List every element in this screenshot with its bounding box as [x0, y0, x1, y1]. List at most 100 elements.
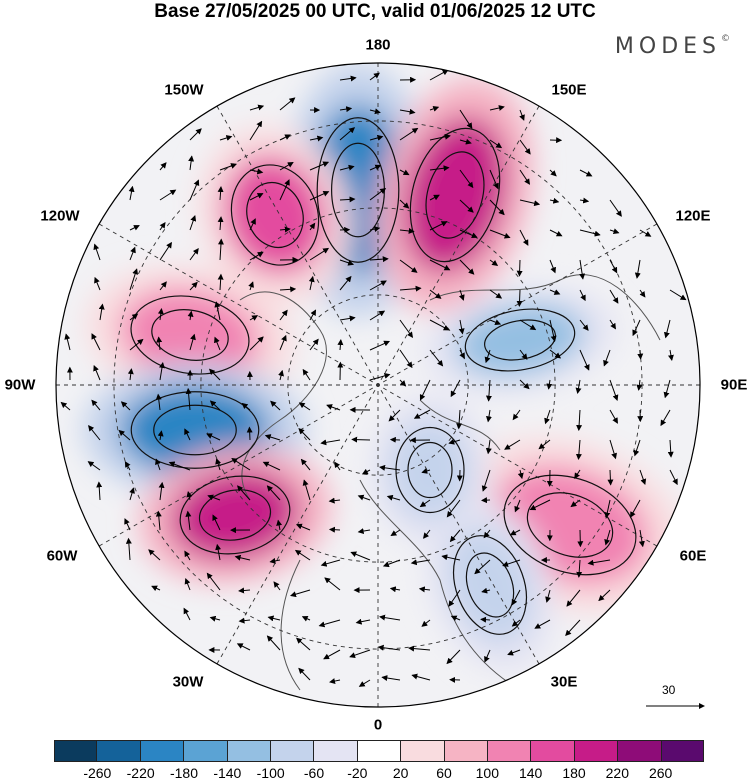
anomaly-high-alaska — [223, 156, 327, 274]
colorbar-tick-label: 260 — [648, 765, 673, 781]
wind-arrow — [399, 379, 407, 387]
colorbar-tick-label: 220 — [605, 765, 630, 781]
wind-arrow — [339, 259, 355, 266]
longitude-label-150e: 150E — [551, 81, 587, 99]
wind-arrow — [246, 426, 253, 441]
wind-arrow — [484, 349, 491, 364]
contour-line — [230, 164, 320, 266]
wind-arrow — [399, 319, 414, 339]
wind-arrow — [519, 229, 529, 246]
colorbar-tick-label: 180 — [562, 765, 586, 781]
wind-arrow — [576, 559, 583, 578]
wind-arrow — [334, 461, 341, 471]
wind-arrow — [156, 336, 163, 351]
wind-arrow — [159, 162, 167, 171]
colorbar-swatch — [574, 740, 619, 762]
wind-arrow — [660, 409, 671, 427]
wind-arrow — [129, 338, 144, 351]
wind-arrow — [266, 635, 281, 651]
wind-arrow — [423, 529, 431, 539]
wind-arrow — [663, 319, 671, 339]
wind-arrow — [639, 229, 652, 237]
wind-arrow — [458, 319, 465, 335]
wind-arrow — [450, 379, 461, 398]
wind-arrow — [339, 127, 356, 141]
wind-arrow — [459, 199, 474, 213]
wind-arrow — [480, 616, 491, 623]
wind-arrow — [639, 289, 646, 298]
wind-arrow — [96, 481, 103, 501]
wind-arrow — [576, 409, 583, 432]
colorbar-tick-label: 140 — [518, 765, 543, 781]
wind-arrow — [219, 135, 233, 141]
wind-arrow — [300, 458, 311, 471]
wind-arrow — [538, 439, 551, 450]
anomaly-high-atlantic — [170, 469, 300, 561]
wind-arrow — [185, 510, 192, 531]
wind-arrow — [93, 364, 101, 381]
wind-arrow — [358, 679, 371, 687]
wind-arrow — [212, 514, 221, 531]
wind-arrow — [159, 281, 167, 291]
wind-arrow — [421, 619, 431, 627]
wind-arrow — [189, 333, 196, 351]
wind-arrow — [369, 187, 387, 201]
wind-arrow — [579, 229, 601, 237]
wind-arrow — [209, 615, 221, 622]
wind-arrow — [549, 169, 557, 177]
wind-arrow — [214, 301, 221, 321]
wind-arrow — [350, 551, 371, 561]
wind-arrow — [64, 333, 71, 351]
wind-arrow — [489, 169, 499, 190]
wind-arrow — [489, 259, 499, 266]
wind-arrow — [419, 499, 431, 508]
wind-arrow — [129, 225, 140, 231]
wind-arrow — [489, 105, 505, 111]
contour-line — [130, 295, 250, 375]
wind-arrow — [399, 285, 422, 292]
wind-arrow — [369, 340, 391, 351]
wind-arrow — [667, 349, 674, 362]
wind-arrow — [357, 494, 371, 501]
wind-arrow — [357, 528, 371, 535]
wind-arrow — [118, 429, 131, 441]
colorbar-swatch — [357, 740, 402, 762]
wind-arrow — [279, 97, 296, 111]
colorbar-swatch — [184, 740, 228, 762]
wind-arrow — [504, 439, 521, 450]
wind-arrow — [481, 469, 491, 492]
wind-arrow — [249, 218, 256, 231]
wind-arrow — [634, 259, 641, 279]
wind-arrow — [328, 497, 341, 504]
wind-arrow — [339, 164, 355, 171]
wind-arrow — [238, 617, 251, 624]
wind-arrow — [429, 259, 451, 271]
wind-arrow — [249, 104, 265, 111]
wind-arrow — [448, 589, 461, 607]
wind-arrow — [159, 189, 177, 201]
wind-arrow — [507, 649, 521, 656]
wind-arrow — [408, 645, 431, 652]
wind-arrow — [351, 436, 371, 443]
wind-arrow — [241, 402, 251, 411]
wind-arrow — [184, 550, 191, 561]
wind-arrow — [516, 289, 523, 307]
wind-arrow — [129, 246, 136, 261]
wind-arrow — [484, 649, 491, 663]
colorbar-tick-label: 60 — [436, 765, 452, 781]
contour-line — [452, 535, 528, 635]
wind-arrow — [187, 310, 194, 321]
wind-arrow — [511, 589, 521, 606]
wind-arrow — [189, 281, 198, 291]
contour-line — [153, 404, 237, 456]
wind-arrow — [249, 315, 259, 321]
wind-arrow — [379, 614, 401, 621]
wind-arrow — [549, 259, 556, 274]
contour-line — [464, 308, 576, 372]
wind-arrow — [237, 485, 251, 501]
wind-arrow — [157, 430, 164, 441]
wind-arrow — [598, 589, 611, 602]
wind-arrow — [566, 589, 581, 607]
anomaly-low-scandinavia — [447, 526, 533, 644]
wind-arrow — [519, 139, 531, 155]
